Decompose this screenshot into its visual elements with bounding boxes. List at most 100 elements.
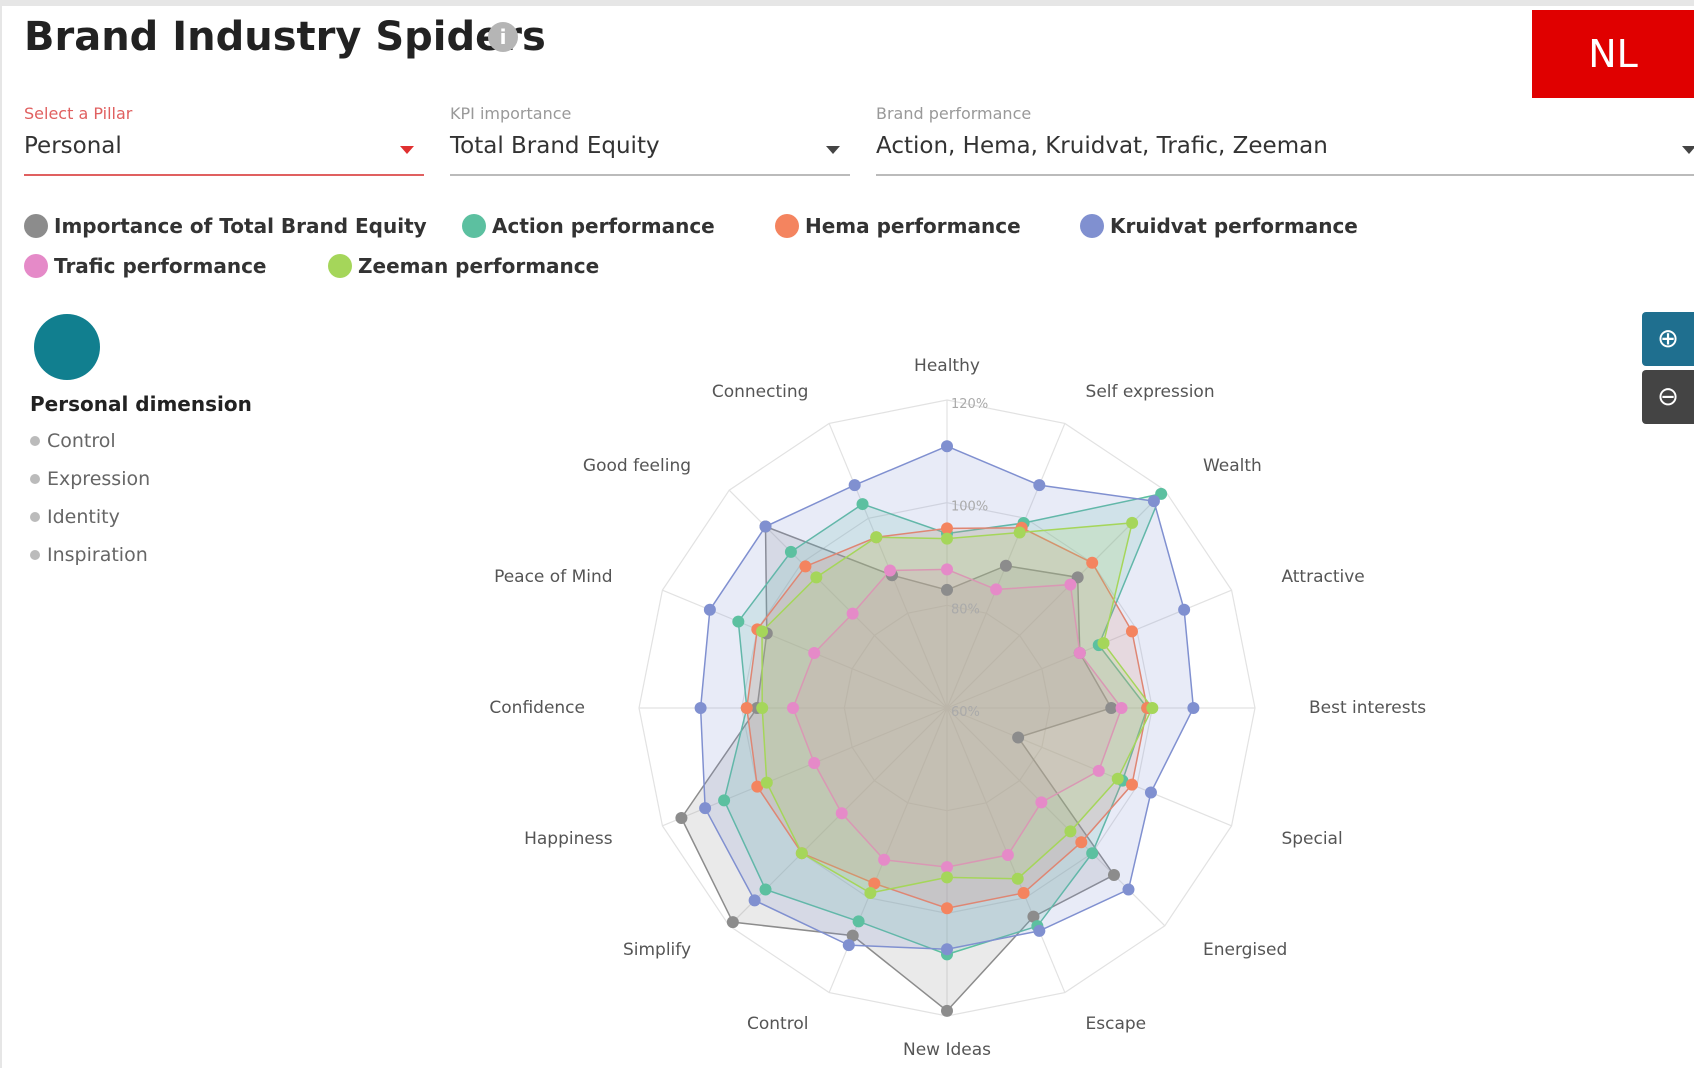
data-point (1073, 646, 1086, 659)
data-point (1107, 868, 1120, 881)
axis-label: Good feeling (583, 456, 691, 476)
data-point (1126, 516, 1139, 529)
axis-label: Special (1281, 829, 1342, 849)
axis-label: Connecting (712, 382, 809, 402)
legend-item: Action performance (462, 214, 715, 238)
zoom-out[interactable]: ⊖ (1642, 370, 1694, 424)
axis-label: Confidence (489, 698, 585, 718)
axis-label: Control (747, 1014, 808, 1034)
filter-value: Personal (24, 133, 122, 159)
caret (400, 146, 414, 154)
data-point (1115, 702, 1128, 714)
filter-label: Brand performance (876, 104, 1032, 123)
filter-label: Select a Pillar (24, 104, 133, 123)
data-point (941, 902, 953, 915)
legend-swatch (24, 254, 48, 278)
data-point (726, 916, 739, 929)
legend-swatch (24, 214, 48, 238)
r-tick-label: 60% (951, 705, 980, 720)
info-icon[interactable]: i (488, 22, 518, 52)
data-point (748, 894, 761, 907)
data-point (852, 915, 865, 928)
sidebar-item: Control (30, 430, 116, 452)
data-point (884, 564, 897, 577)
data-point (1111, 772, 1124, 785)
r-tick-label: 100% (951, 500, 988, 515)
data-point (941, 943, 953, 956)
axis-label: Attractive (1281, 567, 1364, 587)
axis-label: Happiness (524, 829, 613, 849)
country-badge[interactable]: NL (1532, 10, 1694, 98)
r-tick-label: 80% (951, 602, 980, 617)
data-point (740, 702, 753, 714)
data-point (787, 702, 799, 714)
pillar-select[interactable]: Select a Pillar Personal (24, 104, 424, 176)
radar-chart: Healthy Self expression Wealth Attractive Be… (489, 356, 1426, 1060)
data-point (732, 615, 745, 628)
sidebar-item: Identity (30, 506, 120, 528)
sidebar-item-label: Identity (47, 506, 120, 528)
legend-swatch (328, 254, 352, 278)
data-point (846, 929, 859, 942)
data-point (1144, 786, 1157, 799)
axis-label: Healthy (914, 356, 980, 376)
data-point (1122, 883, 1135, 896)
legend-item: Hema performance (775, 214, 1021, 238)
data-point (1071, 571, 1084, 584)
data-point (999, 559, 1012, 572)
filter-value: Action, Hema, Kruidvat, Trafic, Zeeman (876, 133, 1328, 159)
axis-label: Energised (1203, 940, 1287, 960)
data-point (1064, 578, 1077, 591)
legend-swatch (775, 214, 799, 238)
data-point (1086, 556, 1099, 569)
page-title: Brand Industry Spiders (24, 14, 546, 60)
data-point (846, 607, 859, 620)
data-point (848, 479, 861, 492)
data-point (1147, 495, 1160, 508)
legend-item: Kruidvat performance (1080, 214, 1358, 238)
data-point (856, 498, 869, 511)
data-point (941, 532, 953, 545)
sidebar-item-label: Control (47, 430, 116, 452)
data-point (1012, 731, 1025, 744)
legend-swatch (462, 214, 486, 238)
bullet (30, 436, 40, 446)
sidebar-title: Personal dimension (30, 392, 252, 416)
data-point (1125, 625, 1138, 638)
data-point (759, 883, 772, 896)
data-point (870, 531, 883, 544)
data-point (842, 939, 855, 952)
axis-label: Simplify (623, 940, 691, 960)
data-point (1017, 886, 1030, 899)
data-point (718, 794, 731, 807)
zoom-in[interactable]: ⊕ (1642, 312, 1694, 366)
data-point (808, 646, 821, 659)
data-point (1155, 487, 1168, 500)
data-point (795, 847, 808, 860)
filter-label: KPI importance (450, 104, 572, 123)
legend-label: Trafic performance (54, 254, 267, 278)
legend-item: Zeeman performance (328, 254, 599, 278)
sidebar-item-label: Inspiration (47, 544, 148, 566)
caret (826, 146, 840, 154)
data-point (1105, 702, 1118, 714)
axis-label: Wealth (1203, 456, 1262, 476)
data-point (941, 871, 953, 884)
data-point (760, 776, 773, 789)
axis-label: Escape (1086, 1014, 1147, 1034)
bullet (30, 474, 40, 484)
data-point (699, 802, 712, 815)
data-point (1033, 479, 1046, 492)
data-point (1011, 872, 1024, 885)
brand-select[interactable]: Brand performance Action, Hema, Kruidvat… (876, 104, 1694, 176)
data-point (941, 563, 953, 576)
filter-value: Total Brand Equity (450, 133, 660, 159)
data-point (1064, 825, 1077, 838)
data-point (941, 861, 953, 874)
axis-label: Peace of Mind (494, 567, 612, 587)
data-point (1125, 778, 1138, 791)
kpi-select[interactable]: KPI importance Total Brand Equity (450, 104, 850, 176)
data-point (1146, 702, 1159, 714)
sidebar-item: Expression (30, 468, 150, 490)
